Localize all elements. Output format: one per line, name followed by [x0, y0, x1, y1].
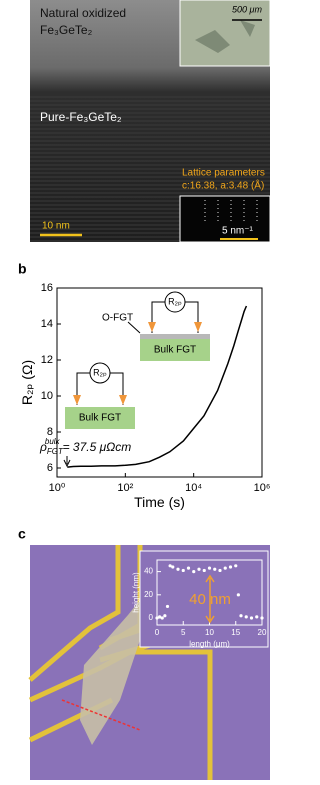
rho: ρ	[39, 440, 47, 454]
data-point	[171, 565, 175, 569]
oxide-layer	[140, 334, 210, 339]
x-tick-label: 10⁴	[185, 482, 202, 494]
y-tick-label: 10	[41, 390, 53, 402]
data-point	[223, 566, 227, 570]
scale-text: 500 μm	[232, 4, 262, 14]
y-tick-label: 6	[47, 462, 53, 474]
fft-inset	[179, 195, 271, 243]
oxide-text: O-FGT	[102, 313, 133, 324]
data-point	[249, 616, 254, 620]
arrow	[205, 574, 215, 624]
data-point	[197, 567, 201, 571]
rho-value: = 37.5 μΩcm	[63, 440, 132, 454]
data-point	[236, 593, 240, 597]
lattice-values: c:16.38, a:3.48 (Å)	[182, 179, 264, 192]
data-point	[234, 564, 238, 568]
data-point	[186, 566, 191, 570]
x-axis-title: Time (s)	[134, 494, 185, 510]
y-tick-label: 12	[41, 354, 53, 366]
data-line	[67, 305, 248, 468]
data-point	[260, 616, 264, 620]
data-point	[163, 614, 167, 618]
data-point	[176, 567, 180, 571]
x-tick-label: 15	[231, 628, 240, 637]
chart-b: 6 8 10 12 14 16 10⁰ 10² 10⁴ 10⁶ Time (s) R₂ₚ (Ω)	[19, 282, 270, 510]
y-tick-label: 8	[47, 426, 53, 438]
panel-label: c	[18, 526, 26, 542]
probe	[148, 322, 202, 332]
flake-shape	[195, 20, 255, 53]
rho-sup: bulk	[45, 437, 61, 446]
data-point	[202, 568, 206, 573]
data-point	[192, 570, 196, 574]
data-point	[181, 568, 185, 573]
meter	[89, 362, 111, 384]
data-point	[255, 615, 259, 619]
data-point	[244, 615, 248, 619]
wire	[76, 372, 124, 405]
plot-frame	[56, 287, 263, 478]
x-axis-title: length (μm)	[189, 639, 230, 648]
resistivity-label: ρFGTbulk = 37.5 μΩcm	[39, 437, 131, 456]
bulk-block	[65, 407, 135, 429]
data-point	[165, 604, 170, 609]
optical-inset	[179, 0, 271, 67]
data-point	[213, 567, 217, 571]
y-tick-label: 0	[149, 613, 154, 622]
fft-spots	[204, 200, 258, 224]
x-tick-label: 10⁶	[254, 482, 271, 494]
y-tick-label: 20	[144, 590, 153, 599]
arrow	[63, 456, 71, 468]
x-tick-label: 0	[155, 628, 160, 637]
scale-text: 10 nm	[42, 221, 70, 232]
flake	[80, 590, 148, 745]
block-label: Bulk FGT	[79, 413, 121, 424]
meter-label: R₂ₚ	[168, 296, 182, 306]
height-annotation: 40 nm	[189, 591, 231, 608]
lattice-title: Lattice parameters	[182, 168, 265, 179]
data-point	[239, 614, 243, 618]
y-axis-title: height (nm)	[131, 572, 140, 613]
rho-sub: FGT	[47, 447, 64, 456]
y-tick-label: 40	[144, 567, 153, 576]
x-tick-label: 20	[258, 628, 267, 637]
inset-background	[139, 550, 269, 648]
y-axis-title: R₂ₚ (Ω)	[19, 360, 35, 405]
x-tick-label: 10²	[117, 482, 133, 494]
data-point	[218, 568, 222, 573]
data-point	[168, 564, 172, 568]
data-point	[207, 566, 212, 570]
fft-scale-text: 5 nm⁻¹	[222, 226, 254, 237]
bulk-label: Pure-Fe₃GeTe₂	[40, 110, 122, 124]
oxide-label: Natural oxidized	[40, 6, 126, 20]
panel-label: b	[18, 261, 27, 277]
meter-label: R₂ₚ	[93, 367, 107, 377]
pointer	[127, 321, 141, 334]
x-tick-label: 10⁰	[49, 482, 66, 494]
bulk-block	[140, 339, 210, 361]
x-tick-label: 10	[205, 628, 214, 637]
chart-c: 0 20 40 0 5 10 15 20 length (μm) height (nm) 40 nm	[131, 564, 267, 648]
figure: a 500 μm Natural oxidized Fe₃GeTe₂ Pure-…	[18, 0, 271, 780]
meter	[164, 291, 186, 313]
y-tick-label: 16	[41, 282, 53, 294]
x-tick-label: 5	[181, 628, 186, 637]
data-point	[158, 615, 162, 619]
oxide-formula: Fe₃GeTe₂	[40, 23, 93, 37]
block-label: Bulk FGT	[154, 345, 196, 356]
probe	[73, 395, 127, 405]
data-point	[160, 616, 164, 620]
data-point	[155, 616, 159, 620]
y-tick-label: 14	[41, 318, 53, 330]
data-point	[228, 565, 233, 569]
profile-line	[61, 699, 141, 731]
